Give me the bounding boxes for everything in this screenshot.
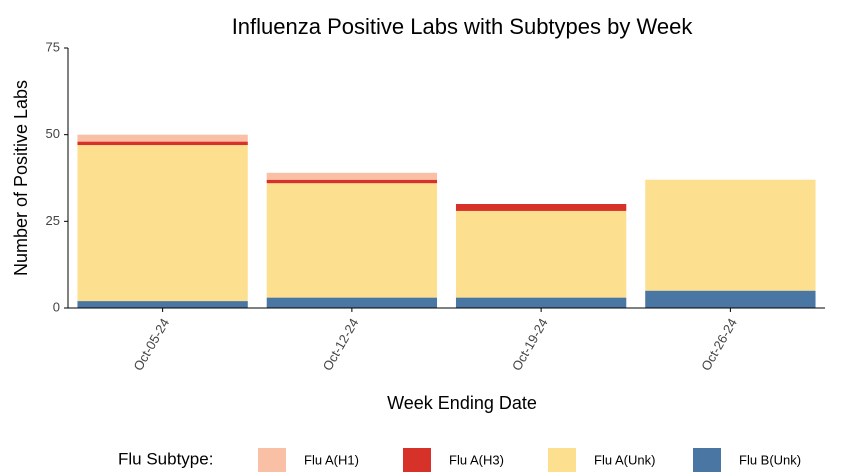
legend-label: Flu A(H3) — [449, 452, 504, 467]
bar-segment — [77, 134, 248, 142]
legend-label: Flu B(Unk) — [739, 452, 801, 467]
bar-segment — [266, 172, 438, 180]
y-tick-label: 25 — [46, 213, 60, 228]
legend-title: Flu Subtype: — [118, 449, 213, 468]
y-axis-title: Number of Positive Labs — [11, 80, 31, 276]
bar-segment — [645, 290, 816, 308]
legend-swatch — [548, 448, 576, 472]
y-tick-label: 50 — [46, 126, 60, 141]
bar-segment — [266, 297, 438, 308]
legend-label: Flu A(H1) — [304, 452, 359, 467]
x-tick-label: Oct-05-24 — [130, 316, 172, 374]
x-tick-label: Oct-26-24 — [698, 316, 740, 374]
legend-swatch — [693, 448, 721, 472]
y-tick-label: 75 — [46, 39, 60, 54]
bar-segment — [77, 141, 248, 146]
legend-label: Flu A(Unk) — [594, 452, 655, 467]
bar-segment — [266, 179, 438, 184]
bar-segment — [455, 210, 627, 298]
bar-segment — [266, 183, 438, 298]
legend-swatch — [403, 448, 431, 472]
x-tick-label: Oct-19-24 — [509, 316, 551, 374]
x-axis-title: Week Ending Date — [387, 393, 537, 413]
y-tick-label: 0 — [53, 299, 60, 314]
bar-segment — [645, 179, 816, 291]
x-tick-label: Oct-12-24 — [320, 316, 362, 374]
legend-swatch — [258, 448, 286, 472]
bar-segment — [77, 145, 248, 302]
chart-title: Influenza Positive Labs with Subtypes by… — [232, 14, 694, 39]
bar-segment — [455, 297, 627, 308]
bar-segment — [455, 204, 627, 211]
bar-segment — [77, 301, 248, 308]
